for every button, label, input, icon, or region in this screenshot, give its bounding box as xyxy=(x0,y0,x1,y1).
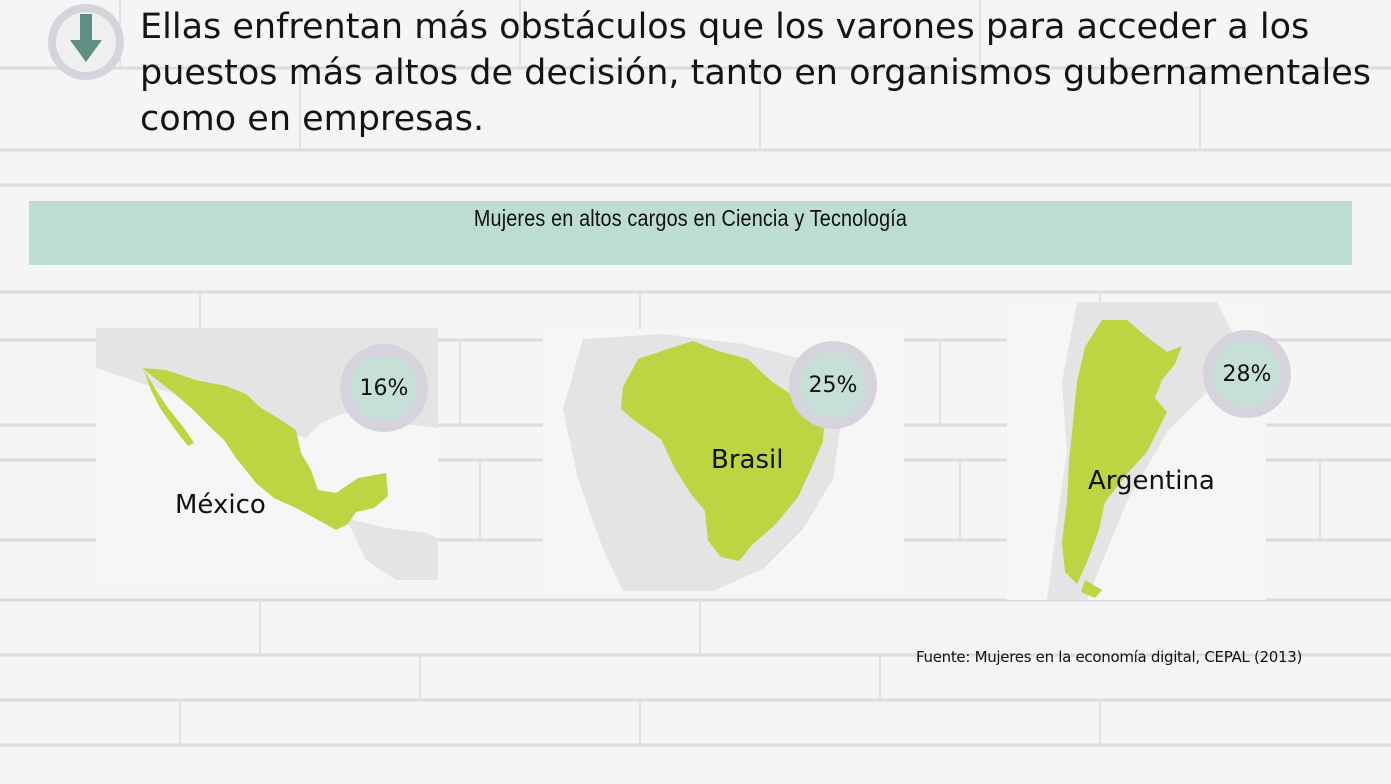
map-card-argentina: 28% Argentina xyxy=(1007,302,1291,600)
map-card-mexico: 16% México xyxy=(96,328,438,580)
brasil-map xyxy=(543,329,904,594)
percentage-value-mexico: 16% xyxy=(351,355,417,421)
percentage-value-brasil: 25% xyxy=(800,352,866,418)
chart-title-banner: Mujeres en altos cargos en Ciencia y Tec… xyxy=(29,201,1352,265)
mexico-map xyxy=(96,328,438,580)
percentage-badge-mexico: 16% xyxy=(340,344,428,432)
percentage-badge-argentina: 28% xyxy=(1203,330,1291,418)
country-label-argentina: Argentina xyxy=(1088,466,1215,496)
chart-title: Mujeres en altos cargos en Ciencia y Tec… xyxy=(473,205,908,231)
map-card-brasil: 25% Brasil xyxy=(543,329,904,594)
header: Ellas enfrentan más obstáculos que los v… xyxy=(40,0,1380,150)
source-note: Fuente: Mujeres en la economía digital, … xyxy=(916,648,1303,666)
percentage-value-argentina: 28% xyxy=(1214,341,1280,407)
argentina-map xyxy=(1007,302,1266,600)
country-label-brasil: Brasil xyxy=(711,445,784,475)
country-label-mexico: México xyxy=(175,490,266,520)
headline: Ellas enfrentan más obstáculos que los v… xyxy=(140,7,1371,139)
arrow-down-icon xyxy=(48,4,124,80)
percentage-badge-brasil: 25% xyxy=(789,341,877,429)
